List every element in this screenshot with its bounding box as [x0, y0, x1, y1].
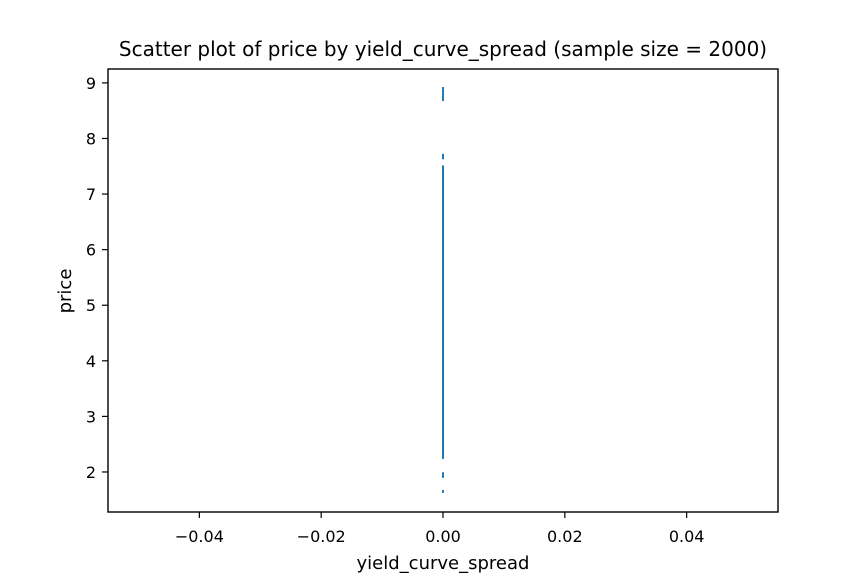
y-tick-label: 5 [86, 296, 96, 315]
y-axis-label: price [55, 269, 76, 314]
y-tick-label: 7 [86, 185, 96, 204]
x-axis-label: yield_curve_spread [357, 553, 530, 574]
x-axis: −0.04 −0.02 0.00 0.02 0.04 [175, 512, 705, 546]
x-tick-label: 0.02 [547, 527, 583, 546]
x-tick-label: 0.00 [425, 527, 461, 546]
y-tick-label: 6 [86, 241, 96, 260]
y-tick-label: 2 [86, 463, 96, 482]
x-tick-label: 0.04 [669, 527, 705, 546]
y-tick-label: 3 [86, 407, 96, 426]
x-tick-label: −0.04 [175, 527, 224, 546]
y-tick-label: 8 [86, 129, 96, 148]
y-axis: 2 3 4 5 6 7 8 9 [86, 74, 108, 482]
y-tick-label: 4 [86, 352, 96, 371]
chart-title: Scatter plot of price by yield_curve_spr… [119, 37, 767, 61]
x-tick-label: −0.02 [297, 527, 346, 546]
y-tick-label: 9 [86, 74, 96, 93]
